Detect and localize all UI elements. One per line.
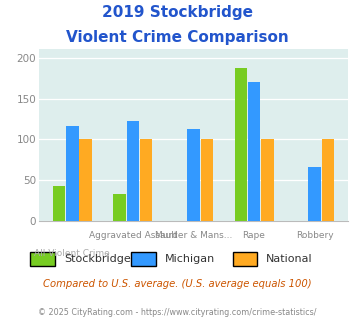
Text: Compared to U.S. average. (U.S. average equals 100): Compared to U.S. average. (U.S. average … bbox=[43, 279, 312, 289]
Bar bbox=[80, 139, 92, 221]
Bar bbox=[201, 139, 213, 221]
Text: Aggravated Assault: Aggravated Assault bbox=[89, 231, 177, 240]
Bar bbox=[66, 126, 78, 221]
Bar bbox=[53, 186, 65, 221]
Bar bbox=[127, 120, 139, 221]
Text: National: National bbox=[266, 254, 313, 264]
Bar bbox=[140, 139, 152, 221]
Bar bbox=[261, 139, 274, 221]
Bar bbox=[308, 167, 321, 221]
Bar bbox=[187, 129, 200, 221]
Text: Stockbridge: Stockbridge bbox=[64, 254, 131, 264]
Text: © 2025 CityRating.com - https://www.cityrating.com/crime-statistics/: © 2025 CityRating.com - https://www.city… bbox=[38, 309, 317, 317]
Text: Violent Crime Comparison: Violent Crime Comparison bbox=[66, 30, 289, 45]
Bar bbox=[235, 68, 247, 221]
Bar bbox=[322, 139, 334, 221]
Bar bbox=[113, 194, 126, 221]
Text: Rape: Rape bbox=[242, 231, 266, 240]
Text: 2019 Stockbridge: 2019 Stockbridge bbox=[102, 5, 253, 20]
Text: All Violent Crime: All Violent Crime bbox=[34, 249, 110, 258]
Bar bbox=[248, 82, 260, 221]
Text: Michigan: Michigan bbox=[165, 254, 215, 264]
Text: Robbery: Robbery bbox=[296, 231, 333, 240]
Text: Murder & Mans...: Murder & Mans... bbox=[155, 231, 232, 240]
